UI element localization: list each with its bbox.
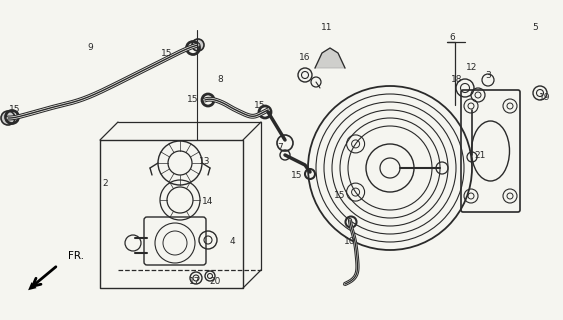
Text: 11: 11 bbox=[321, 23, 333, 33]
Text: 2: 2 bbox=[102, 179, 108, 188]
Text: 14: 14 bbox=[202, 196, 214, 205]
Text: 4: 4 bbox=[229, 236, 235, 245]
Text: 17: 17 bbox=[189, 276, 201, 285]
Text: 5: 5 bbox=[532, 23, 538, 33]
Text: 15: 15 bbox=[334, 190, 346, 199]
Text: 15: 15 bbox=[9, 106, 21, 115]
Circle shape bbox=[192, 39, 204, 51]
Text: 7: 7 bbox=[277, 143, 283, 153]
Polygon shape bbox=[315, 48, 345, 68]
Text: 15: 15 bbox=[291, 171, 303, 180]
Text: 10: 10 bbox=[344, 237, 356, 246]
Text: 15: 15 bbox=[254, 100, 266, 109]
Text: 19: 19 bbox=[539, 93, 551, 102]
Text: 8: 8 bbox=[217, 76, 223, 84]
Text: 15: 15 bbox=[161, 49, 173, 58]
Text: 20: 20 bbox=[209, 276, 221, 285]
Text: 6: 6 bbox=[449, 34, 455, 43]
Text: FR.: FR. bbox=[68, 251, 84, 261]
Text: 21: 21 bbox=[474, 150, 486, 159]
Text: 16: 16 bbox=[300, 52, 311, 61]
Text: 15: 15 bbox=[187, 95, 199, 105]
Text: 12: 12 bbox=[466, 63, 477, 73]
Text: 13: 13 bbox=[199, 157, 211, 166]
Text: 3: 3 bbox=[485, 70, 491, 79]
Text: 18: 18 bbox=[452, 76, 463, 84]
Circle shape bbox=[1, 111, 15, 125]
Text: 9: 9 bbox=[87, 44, 93, 52]
